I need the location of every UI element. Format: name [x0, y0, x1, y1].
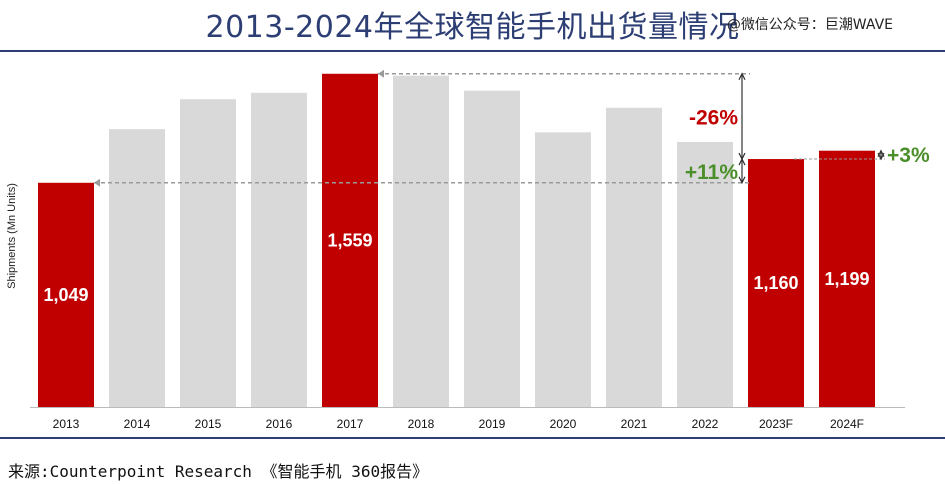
- data-label-2017: 1,559: [327, 230, 372, 250]
- bar-2020: [535, 132, 591, 408]
- bar-2024F: [819, 150, 875, 407]
- bar-2022: [677, 141, 733, 407]
- labels-group: Shipments (Mn Units) 2013 1,049 2014 2015 201…: [6, 106, 930, 431]
- bar-2016: [251, 92, 307, 407]
- watermark: @微信公众号：巨潮WAVE: [726, 17, 893, 33]
- annotation-1-label: +11%: [685, 161, 738, 184]
- bar-2017: [322, 73, 378, 408]
- tick-label-2017: 2017: [337, 417, 364, 431]
- y-axis-label: Shipments (Mn Units): [6, 183, 18, 289]
- tick-label-2013: 2013: [53, 417, 80, 431]
- bar-2019: [464, 90, 520, 408]
- data-label-2024F: 1,199: [824, 269, 869, 289]
- annotation-2-label: +3%: [887, 144, 930, 167]
- tick-label-2019: 2019: [479, 417, 506, 431]
- tick-label-2014: 2014: [124, 417, 151, 431]
- tick-label-2022: 2022: [692, 417, 719, 431]
- annotation-1-arrow-head-top: [738, 157, 746, 166]
- bar-2021: [606, 107, 662, 407]
- tick-label-2021: 2021: [621, 417, 648, 431]
- page-title: 2013-2024年全球智能手机出货量情况: [205, 10, 740, 45]
- data-label-2023F: 1,160: [753, 273, 798, 293]
- tick-label-2018: 2018: [408, 417, 435, 431]
- bar-2015: [180, 99, 236, 407]
- data-label-2013: 1,049: [43, 285, 88, 305]
- annotation-2-arrow-head-bottom: [877, 152, 885, 161]
- source-note: 来源:Counterpoint Research 《智能手机 360报告》: [8, 462, 429, 481]
- bar-2013: [38, 182, 94, 407]
- bars-group: [30, 73, 905, 408]
- tick-label-2020: 2020: [550, 417, 577, 431]
- annotation-1-arrow-head-bottom: [738, 176, 746, 185]
- bar-2014: [109, 129, 165, 407]
- annotation-0-guide-arrowhead: [378, 69, 384, 78]
- tick-label-2024F: 2024F: [830, 417, 864, 431]
- annotation-0-label: -26%: [689, 106, 738, 129]
- tick-label-2016: 2016: [266, 417, 293, 431]
- bar-2023F: [748, 159, 804, 407]
- tick-label-2023F: 2023F: [759, 417, 793, 431]
- guides-group: [94, 69, 885, 187]
- annotation-0-arrow-head-top: [738, 72, 746, 81]
- annotation-1-guide-arrowhead: [94, 178, 100, 187]
- bar-2018: [393, 75, 449, 407]
- tick-label-2015: 2015: [195, 417, 222, 431]
